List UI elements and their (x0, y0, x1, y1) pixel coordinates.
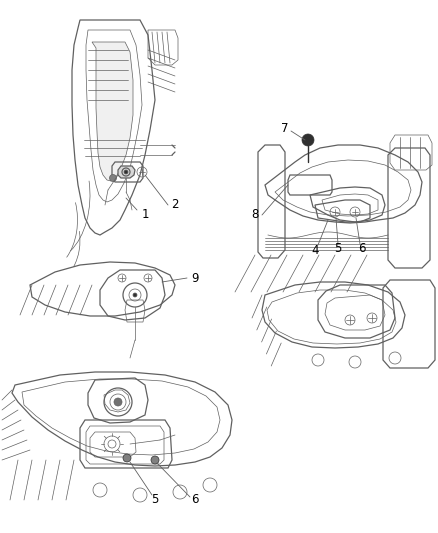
Text: 5: 5 (151, 494, 158, 506)
Circle shape (124, 170, 128, 174)
Circle shape (123, 454, 131, 462)
Text: 2: 2 (171, 198, 178, 212)
Polygon shape (118, 166, 135, 178)
Circle shape (301, 134, 313, 146)
Text: 7: 7 (281, 122, 288, 134)
Text: 4: 4 (311, 244, 318, 256)
Text: 6: 6 (191, 494, 198, 506)
Circle shape (151, 456, 159, 464)
Circle shape (114, 398, 122, 406)
Text: 5: 5 (334, 241, 341, 254)
Circle shape (109, 174, 116, 182)
Text: 8: 8 (251, 208, 258, 222)
Polygon shape (92, 42, 133, 181)
Text: 6: 6 (357, 241, 365, 254)
Circle shape (133, 293, 137, 297)
Text: 1: 1 (141, 208, 148, 222)
Text: 9: 9 (191, 271, 198, 285)
